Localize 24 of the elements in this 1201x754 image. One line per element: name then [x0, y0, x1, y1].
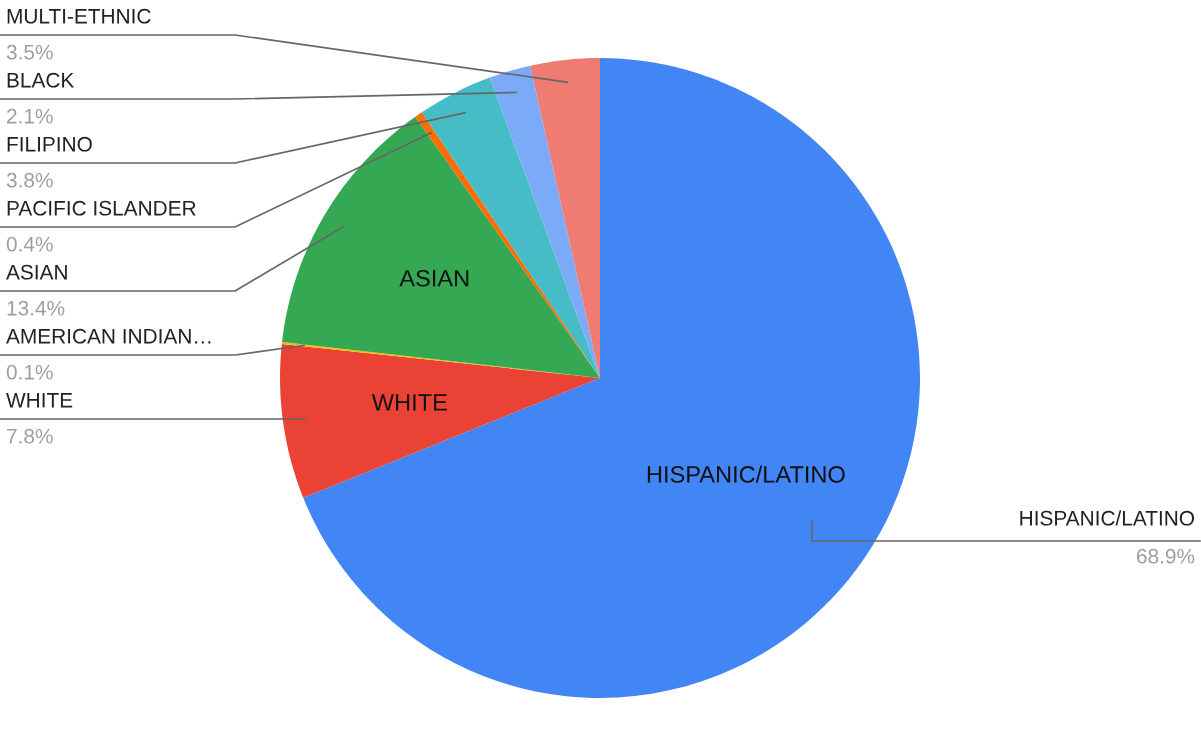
slice-label: HISPANIC/LATINO: [647, 465, 845, 483]
slice-label: WHITE: [6, 393, 73, 408]
slice-label: PACIFIC ISLANDER: [7, 200, 196, 216]
slice-label: ASIAN: [399, 269, 469, 287]
slice-label: AMERICAN INDIAN…: [6, 328, 211, 344]
data-label: 0.1%: [6, 364, 53, 380]
data-label: 68.9%: [1136, 548, 1195, 564]
data-label: 7.8%: [7, 428, 53, 444]
slice-label: HISPANIC/LATINO: [1020, 510, 1194, 526]
pie-slice: [530, 58, 600, 378]
slice-label: FILIPINO: [7, 136, 92, 152]
pie-slice: [303, 58, 920, 698]
pie-slice: [489, 65, 600, 378]
data-label: 3.5%: [6, 44, 53, 60]
data-label: 2.1%: [7, 108, 53, 124]
slice-label: WHITE: [371, 394, 447, 411]
data-label: 13.4%: [7, 300, 65, 316]
data-label: 3.8%: [6, 172, 53, 188]
slice-label: ASIAN: [6, 264, 67, 280]
data-label: 0.4%: [6, 236, 53, 252]
slice-label: MULTI-ETHNIC: [7, 8, 151, 24]
slice-label: BLACK: [7, 72, 75, 88]
pie-slice: [282, 116, 600, 378]
pie-slice: [280, 343, 600, 498]
